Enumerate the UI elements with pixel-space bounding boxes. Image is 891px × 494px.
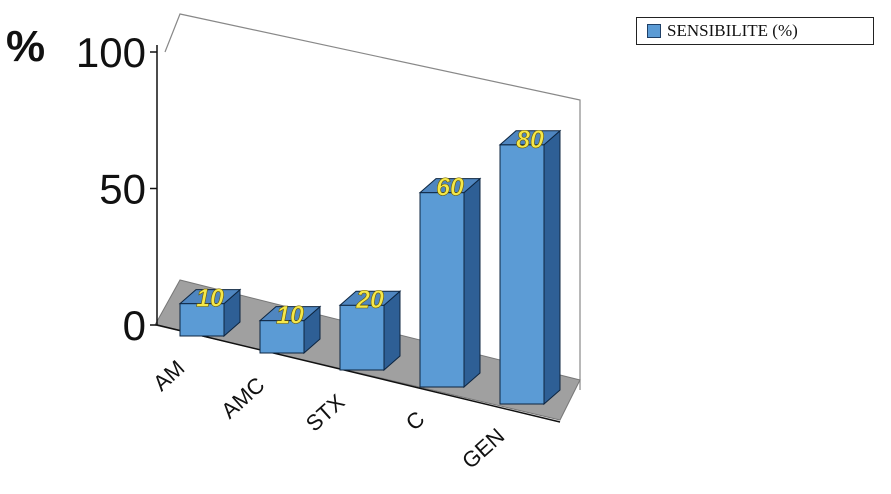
- x-tick-label: C: [401, 406, 430, 435]
- y-tick-label: 100: [76, 29, 146, 76]
- legend-label: SENSIBILITE (%): [667, 21, 798, 40]
- x-tick-label: STX: [301, 389, 350, 436]
- x-tick-label: AM: [148, 355, 189, 396]
- y-axis-unit-label: %: [6, 22, 46, 71]
- data-label: 10: [276, 302, 304, 330]
- y-tick-label: 0: [123, 302, 146, 349]
- bar-top-face: [498, 130, 562, 146]
- x-tick-label: AMC: [216, 372, 269, 423]
- bar-top-face: [338, 290, 402, 306]
- bar: [419, 192, 465, 388]
- x-axis-line: [156, 324, 561, 423]
- data-label: 80: [516, 126, 544, 154]
- back-wall-outline: [164, 13, 581, 390]
- bar: [499, 144, 545, 405]
- data-label: 10: [196, 285, 224, 313]
- data-label: 20: [355, 286, 384, 314]
- chart-legend: SENSIBILITE (%): [636, 17, 874, 45]
- bar: [339, 304, 385, 371]
- y-tick-label: 50: [99, 166, 146, 213]
- bar-side-face: [463, 177, 481, 389]
- bar-top-face: [178, 289, 242, 305]
- data-label: 60: [436, 174, 464, 202]
- bar-top-face: [258, 306, 322, 322]
- bar: [259, 320, 305, 354]
- legend-swatch: [647, 24, 661, 38]
- bar-top-face: [418, 178, 482, 194]
- bar-side-face: [543, 129, 561, 406]
- x-tick-label: GEN: [457, 423, 509, 473]
